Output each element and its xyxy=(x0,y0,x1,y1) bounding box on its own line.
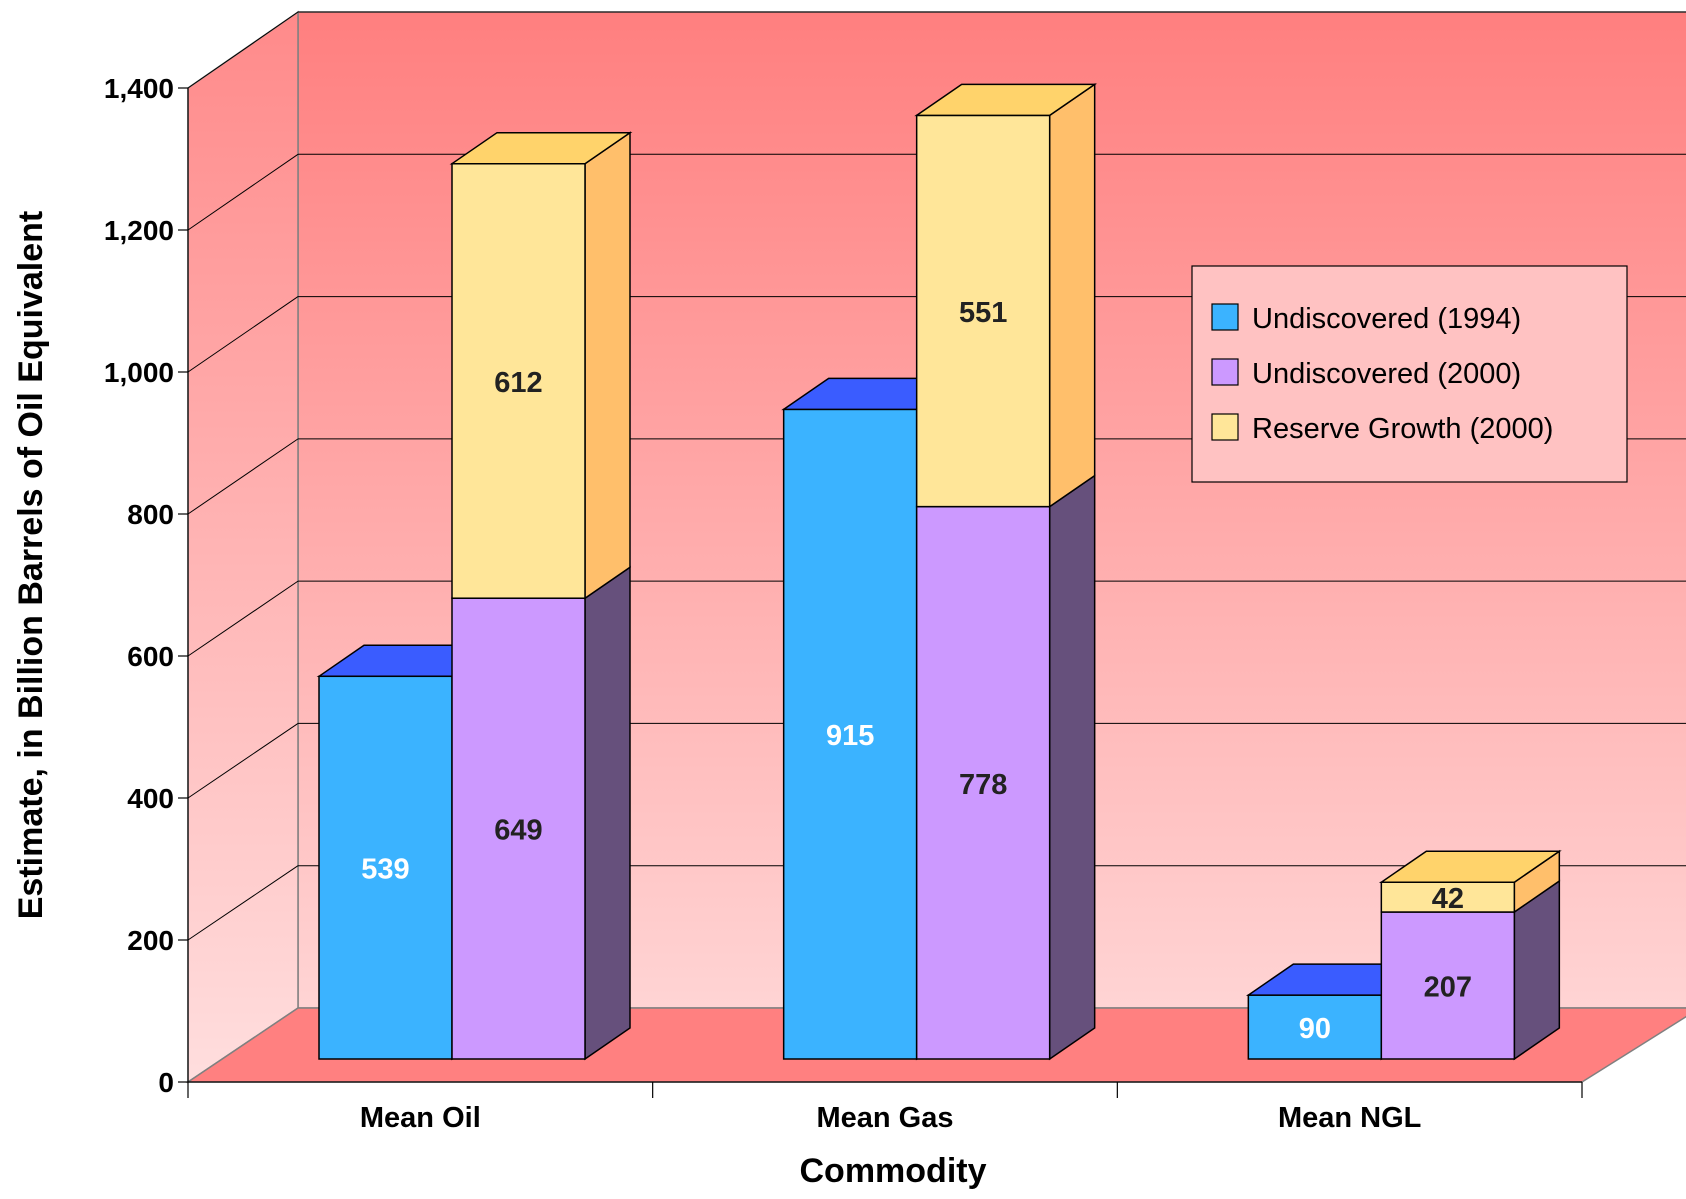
gridline-side xyxy=(187,153,299,231)
legend-swatch xyxy=(1211,358,1239,386)
data-label: 612 xyxy=(494,367,542,399)
data-label: 90 xyxy=(1299,1013,1331,1045)
legend-box xyxy=(1191,265,1628,483)
bar xyxy=(1380,881,1516,913)
x-tick-label: Mean Gas xyxy=(817,1102,954,1134)
legend-label: Undiscovered (2000) xyxy=(1252,358,1521,390)
gridline-side xyxy=(187,723,299,799)
gridline-side xyxy=(187,580,299,657)
gridline-side xyxy=(187,865,299,941)
bars xyxy=(316,82,1562,1061)
legend-label: Undiscovered (1994) xyxy=(1252,303,1521,335)
data-label: 915 xyxy=(826,720,874,752)
y-tick-label: 800 xyxy=(127,499,174,530)
x-tick-label: Mean Oil xyxy=(360,1102,481,1134)
bar-side xyxy=(1048,474,1096,1061)
data-label: 778 xyxy=(959,769,1007,801)
y-tick-label: 400 xyxy=(127,783,174,814)
bar-side xyxy=(584,131,631,600)
bar-side xyxy=(584,565,631,1061)
bar xyxy=(915,505,1051,1060)
y-tick-label: 0 xyxy=(158,1067,174,1098)
bar xyxy=(1247,994,1383,1060)
data-label: 207 xyxy=(1424,972,1472,1004)
x-axis-title: Commodity xyxy=(800,1152,987,1190)
y-tick-label: 1,000 xyxy=(104,357,174,388)
bar xyxy=(782,408,918,1060)
side-wall xyxy=(187,10,299,1084)
y-tick-label: 200 xyxy=(127,925,174,956)
bar xyxy=(1380,911,1516,1060)
y-axis-title: Estimate, in Billion Barrels of Oil Equi… xyxy=(12,211,50,920)
axes: 0 200 400 600 800 1,000 1,200 1,400 Mean Oil Mean… xyxy=(104,73,1583,1134)
data-label: 539 xyxy=(361,854,409,886)
x-tick-label: Mean NGL xyxy=(1278,1102,1421,1134)
gridline-side xyxy=(187,296,299,373)
bar-side xyxy=(1048,82,1096,509)
legend-swatch xyxy=(1211,413,1239,441)
y-tick-label: 600 xyxy=(127,641,174,672)
y-tick-label: 1,400 xyxy=(104,73,174,104)
data-label: 42 xyxy=(1432,883,1464,915)
legend-swatch xyxy=(1211,303,1239,331)
y-tick-label: 1,200 xyxy=(104,215,174,246)
bar xyxy=(915,114,1051,508)
bar xyxy=(451,162,586,599)
legend-label: Reserve Growth (2000) xyxy=(1252,413,1553,445)
bar-top xyxy=(1378,850,1562,883)
data-label: 649 xyxy=(494,815,542,847)
bar xyxy=(451,597,586,1060)
bar-top xyxy=(449,131,633,165)
data-labels: 539 649 612 915 778 551 90 207 42 xyxy=(361,297,1472,1045)
gridline-side xyxy=(187,11,299,89)
bar xyxy=(318,675,453,1060)
gridline-side xyxy=(187,438,299,515)
legend: Undiscovered (1994) Undiscovered (2000) Re… xyxy=(1191,265,1628,483)
bar-top xyxy=(914,83,1098,117)
data-label: 551 xyxy=(959,297,1007,329)
